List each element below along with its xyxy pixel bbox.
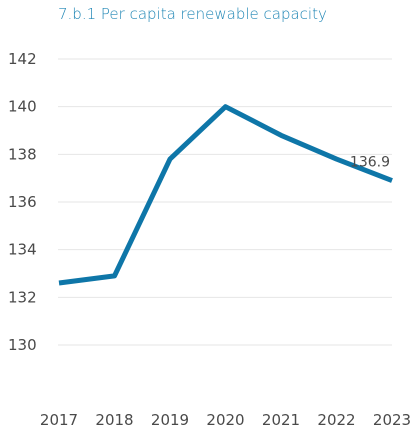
- y-tick-label-138: 138: [8, 145, 37, 163]
- y-tick-label-134: 134: [8, 241, 37, 259]
- x-tick-label-2019: 2019: [151, 411, 189, 429]
- y-tick-label-140: 140: [8, 98, 37, 116]
- y-tick-label-136: 136: [8, 193, 37, 211]
- x-tick-label-2018: 2018: [95, 411, 133, 429]
- y-tick-label-130: 130: [8, 336, 37, 354]
- x-tick-label-2020: 2020: [206, 411, 244, 429]
- chart-title: 7.b.1 Per capita renewable capacity: [58, 5, 327, 23]
- x-axis-tick-labels: 2017 2018 2019 2020 2021 2022 2023: [40, 411, 411, 429]
- x-tick-label-2023: 2023: [373, 411, 411, 429]
- grid-lines: [58, 58, 392, 346]
- x-tick-label-2022: 2022: [317, 411, 355, 429]
- y-axis-tick-labels: 130 132 134 136 138 140 142: [8, 50, 37, 354]
- y-tick-label-132: 132: [8, 288, 37, 306]
- series-lines: [58, 104, 393, 286]
- data-labels: 136.9: [350, 155, 390, 171]
- x-tick-label-2021: 2021: [262, 411, 300, 429]
- x-tick-label-2017: 2017: [40, 411, 78, 429]
- data-label-2023: 136.9: [350, 155, 390, 171]
- series-line-0: [58, 104, 393, 286]
- y-tick-label-142: 142: [8, 50, 37, 68]
